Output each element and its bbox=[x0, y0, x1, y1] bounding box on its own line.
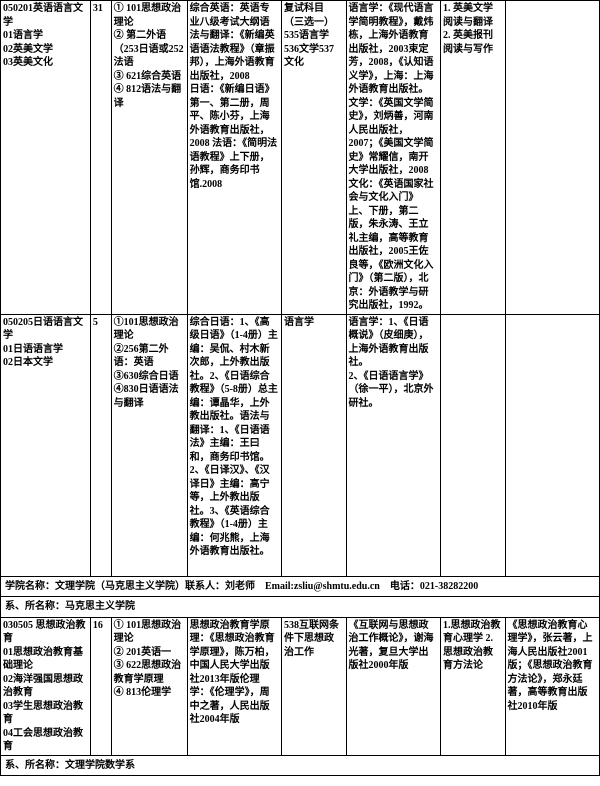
r3-col4: 538互联网条件下思想政治工作 bbox=[282, 617, 347, 755]
r2-col5: 语言学：1、《日语概说》（皮细庚），上海外语教育出版社。2、《日语语言学》（徐一… bbox=[346, 314, 440, 576]
r2-col3: 综合日语：1、《高级日语》（1-4册）主编：吴侃、村木新次郎，上外教出版社。2、… bbox=[187, 314, 281, 576]
course-table: 050201英语语言文学01语言学02英美文学03英美文化31① 101思想政治… bbox=[0, 0, 600, 776]
r3-col7: 《思想政治教育心理学》，张云著，上海人民出版社2001版；《思想政治教育方法论》… bbox=[505, 617, 600, 755]
dept-row-1: 系、所名称：马克思主义学院 bbox=[1, 597, 600, 618]
r1-col1: 31 bbox=[90, 1, 111, 315]
r2-col6 bbox=[441, 314, 506, 576]
r3-col5: 《互联网与思想政治工作概论》，谢海光著，复旦大学出版社2000年版 bbox=[346, 617, 440, 755]
college-info: 学院名称：文理学院（马克思主义学院）联系人：刘老师 Email:zsliu@sh… bbox=[1, 576, 600, 597]
r2-col7 bbox=[505, 314, 600, 576]
r1-col2: ① 101思想政治理论② 第二外语（253日语或252法语③ 621综合英语④ … bbox=[111, 1, 187, 315]
r2-col0: 050205日语语言文学01日语语言学02日本文学 bbox=[1, 314, 91, 576]
r1-col6: 1. 英美文学阅读与翻译2. 英美报刊阅读与写作 bbox=[441, 1, 506, 315]
r2-col2: ①101思想政治理论②256第二外语：英语③630综合日语④830日语语法与翻译 bbox=[111, 314, 187, 576]
r2-col1: 5 bbox=[90, 314, 111, 576]
r1-col5: 语言学：《现代语言学简明教程》，戴炜栋，上海外语教育出版社，2003束定芳，20… bbox=[346, 1, 440, 315]
r1-col4: 复试科目（三选一）535语言学536文学537文化 bbox=[282, 1, 347, 315]
r1-col3: 综合英语：英语专业八级考试大纲语法与翻译：《新编英语语法教程》（章振邦），上海外… bbox=[187, 1, 281, 315]
dept-row-2: 系、所名称：文理学院数学系 bbox=[1, 755, 600, 776]
r3-col3: 思想政治教育学原理：《思想政治教育学原理》，陈万柏，中国人民大学出版社2013年… bbox=[187, 617, 281, 755]
r3-col2: ① 101思想政治理论② 201英语一③ 622思想政治教育学原理④ 813伦理… bbox=[111, 617, 187, 755]
r3-col0: 030505 思想政治教育01思想政治教育基础理论02海洋强国思想政治教育03学… bbox=[1, 617, 91, 755]
r2-col4: 语言学 bbox=[282, 314, 347, 576]
r3-col1: 16 bbox=[90, 617, 111, 755]
r1-col0: 050201英语语言文学01语言学02英美文学03英美文化 bbox=[1, 1, 91, 315]
r3-col6: 1.思想政治教育心理学 2.思想政治教育方法论 bbox=[441, 617, 506, 755]
r1-col7 bbox=[505, 1, 600, 315]
